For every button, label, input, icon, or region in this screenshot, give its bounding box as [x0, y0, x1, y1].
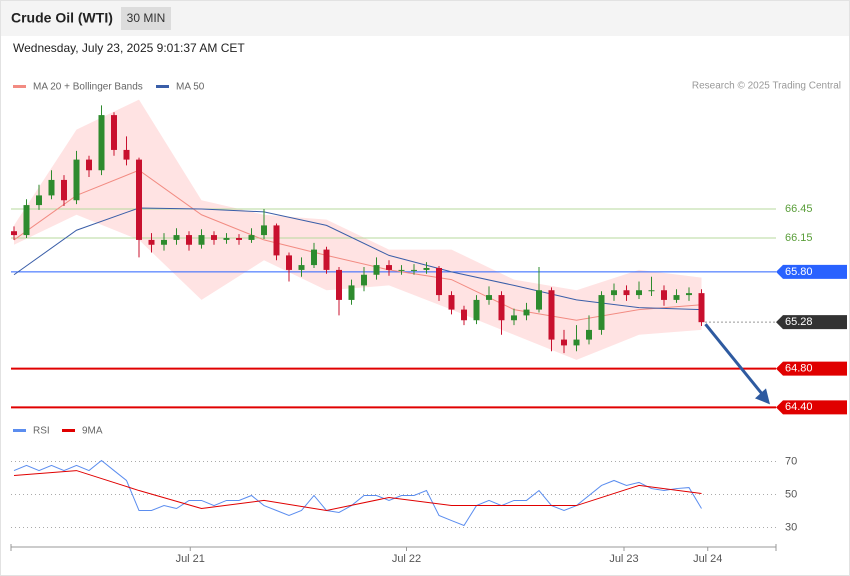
candle-body: [61, 179, 67, 201]
bollinger-band: [14, 99, 702, 360]
candle-body: [536, 290, 542, 310]
level-label: 66.45: [785, 203, 813, 215]
legend-label: MA 50: [176, 82, 205, 93]
level-label: 64.80: [785, 363, 813, 375]
candle-body: [511, 315, 517, 321]
candle-body: [273, 225, 280, 256]
x-tick-label: Jul 24: [693, 553, 722, 565]
level-label: 65.28: [785, 316, 813, 328]
y-tick-label: 30: [785, 521, 797, 533]
legend-label: RSI: [33, 426, 50, 437]
candle-body: [548, 290, 555, 340]
candle-body: [361, 274, 367, 286]
candle-body: [323, 249, 330, 270]
candle-body: [236, 237, 242, 240]
candle-body: [348, 285, 355, 300]
candle-body: [473, 299, 480, 321]
candle-body: [311, 249, 317, 266]
candle-body: [298, 265, 305, 270]
candle-body: [336, 269, 342, 300]
candle-body: [673, 295, 680, 300]
legend-swatch: [62, 429, 75, 432]
candle-body: [136, 159, 142, 240]
credit: Research © 2025 Trading Central: [692, 81, 841, 92]
level-label: 66.15: [785, 232, 813, 244]
level-label: 65.80: [785, 266, 813, 278]
rsi-line: [13, 459, 702, 527]
candle-body: [623, 290, 630, 296]
candle-body: [573, 339, 580, 346]
candle-body: [698, 293, 705, 323]
candle-body: [636, 290, 642, 296]
candle-body: [461, 309, 467, 321]
candle-body: [111, 115, 117, 150]
candle-body: [386, 265, 392, 270]
candle-body: [23, 205, 30, 236]
candle-body: [36, 195, 42, 206]
x-tick-label: Jul 21: [176, 553, 205, 565]
timeframe: 30 MIN: [127, 11, 166, 25]
legend-swatch: [13, 429, 26, 432]
candle-body: [598, 295, 605, 330]
chart-title: Crude Oil (WTI): [11, 10, 113, 26]
candle-body: [611, 290, 617, 296]
candle-body: [48, 179, 55, 196]
projection-arrow: [704, 323, 766, 398]
level-box: [776, 315, 847, 330]
legend-swatch: [13, 85, 26, 88]
legend-label: 9MA: [82, 426, 103, 437]
level-label: 64.40: [785, 401, 813, 413]
candle-body: [173, 235, 180, 240]
moving-average: [13, 169, 702, 321]
candle-body: [161, 239, 167, 245]
rsi-ma-line: [13, 470, 702, 512]
candle-body: [211, 235, 217, 240]
candle-body: [148, 239, 155, 245]
candle-body: [123, 149, 130, 160]
candle-body: [561, 339, 567, 346]
x-tick-label: Jul 22: [392, 553, 421, 565]
candle-body: [261, 225, 267, 236]
candle-body: [286, 255, 292, 270]
candle-body: [436, 267, 442, 296]
x-tick-label: Jul 23: [609, 553, 638, 565]
moving-average: [13, 207, 702, 311]
legend-label: MA 20 + Bollinger Bands: [33, 82, 143, 93]
candle-body: [586, 329, 592, 340]
y-tick-label: 50: [785, 488, 797, 500]
candle-body: [373, 265, 380, 275]
candle-body: [86, 159, 92, 171]
candle-body: [486, 295, 492, 300]
timeframe-box: [121, 7, 171, 30]
candle-body: [198, 235, 205, 245]
candle-body: [523, 309, 530, 316]
candle-body: [411, 269, 417, 271]
candle-body: [186, 235, 192, 245]
candle-body: [686, 293, 692, 296]
candle-body: [73, 159, 80, 201]
level-box: [776, 400, 847, 415]
y-tick-label: 70: [785, 455, 797, 467]
candle-body: [248, 235, 255, 240]
candle-body: [498, 295, 505, 321]
candle-body: [98, 115, 105, 171]
arrow-head: [755, 388, 770, 405]
subtitle: Wednesday, July 23, 2025 9:01:37 AM CET: [13, 41, 245, 55]
candle-body: [398, 269, 405, 271]
level-box: [776, 264, 847, 279]
candle-body: [223, 237, 230, 240]
candle-body: [648, 290, 655, 292]
level-box: [776, 361, 847, 376]
candle-body: [11, 231, 17, 236]
candle-body: [661, 290, 667, 300]
candle-body: [423, 267, 430, 270]
legend-swatch: [156, 85, 169, 88]
candle-body: [448, 295, 455, 310]
